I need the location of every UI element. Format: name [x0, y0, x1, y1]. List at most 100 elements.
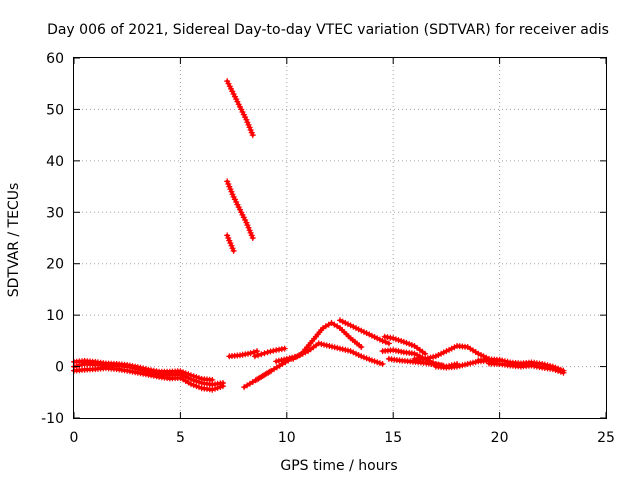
x-tick-label: 10 [278, 430, 296, 446]
data-point [358, 344, 365, 351]
data-point [363, 330, 370, 337]
data-point [315, 340, 322, 347]
y-tick-label: 50 [46, 102, 64, 118]
series-arc-16-19-5 [411, 343, 492, 362]
series-band-upper [71, 357, 216, 383]
data-point [376, 360, 383, 367]
data-point [368, 357, 375, 364]
data-point [247, 350, 254, 357]
data-point [209, 376, 216, 383]
data-point [376, 336, 383, 343]
data-point [560, 369, 567, 376]
series-arc-10-5-13-5 [290, 319, 365, 362]
data-point [270, 347, 277, 354]
data-point [254, 348, 261, 355]
data-point [337, 317, 343, 324]
series-steep-arc-a [224, 78, 256, 139]
axes: -10 0 10 20 30 40 50 60 0 5 10 15 20 25 [41, 51, 615, 446]
data-point [395, 337, 402, 344]
x-tick-label: 25 [597, 430, 615, 446]
series-short-segment-3 [251, 345, 288, 360]
series-arc-12-5-14-8 [337, 317, 392, 347]
data-point [177, 368, 184, 375]
data-point [249, 235, 256, 241]
data-point [448, 345, 455, 352]
data-point [355, 326, 362, 333]
data-point [137, 364, 144, 371]
data-point [230, 247, 237, 254]
data-point [275, 357, 282, 364]
data-point [379, 361, 386, 367]
data-point [435, 352, 442, 358]
data-point [475, 350, 482, 357]
data-point [422, 350, 429, 357]
data-point [382, 339, 389, 346]
data-point [440, 349, 447, 356]
data-point [321, 341, 327, 348]
y-tick-label: 10 [46, 308, 64, 324]
series-band-15-16-5 [381, 333, 429, 357]
data-point [261, 350, 268, 357]
data-point [249, 132, 256, 139]
data-point [385, 340, 392, 347]
data-point [190, 382, 197, 389]
data-point [360, 328, 367, 335]
data-point [217, 384, 224, 390]
data-point [234, 98, 241, 105]
data-point [267, 348, 274, 355]
data-point [557, 368, 564, 375]
data-point [347, 322, 354, 329]
data-point [214, 384, 221, 391]
y-tick-label: 60 [46, 51, 64, 67]
data-point [334, 344, 341, 351]
data-point [258, 351, 265, 358]
data-point [374, 335, 381, 342]
x-tick-label: 20 [491, 430, 509, 446]
data-point [350, 349, 357, 356]
data-point [379, 337, 386, 344]
data-point [422, 355, 429, 362]
data-point [219, 383, 226, 390]
data-point [555, 367, 562, 374]
data-point [196, 384, 202, 391]
data-point [408, 342, 415, 348]
data-point [355, 352, 362, 358]
data-point [342, 319, 349, 326]
plot-frame [73, 57, 607, 419]
grid [74, 58, 606, 418]
data-point [368, 332, 375, 339]
series-arc-10-14-5 [273, 340, 386, 367]
data-point [196, 375, 202, 381]
data-point [283, 355, 290, 362]
y-tick-label: 30 [46, 205, 64, 221]
data-point [427, 354, 434, 361]
data-point [188, 381, 194, 388]
y-tick-label: -10 [41, 411, 64, 427]
data-point [347, 348, 354, 355]
data-point [251, 353, 258, 360]
data-point [182, 370, 189, 377]
chart-title: Day 006 of 2021, Sidereal Day-to-day VTE… [47, 22, 609, 38]
data-point [400, 338, 407, 345]
y-tick-label: 40 [46, 154, 64, 170]
data-point [209, 386, 216, 393]
x-tick-label: 0 [70, 430, 79, 446]
data-point [390, 335, 397, 342]
data-point [350, 323, 357, 330]
data-point [443, 348, 450, 355]
data-point [264, 349, 271, 356]
data-point [225, 80, 232, 87]
data-point [329, 343, 335, 350]
data-point [190, 373, 197, 380]
data-point [281, 345, 288, 352]
series-steep-arc-c [224, 232, 237, 254]
y-tick-label: 0 [55, 360, 64, 376]
x-axis-label: GPS time / hours [280, 458, 397, 474]
data-point [250, 349, 257, 356]
data-point [403, 339, 410, 346]
x-tick-label: 15 [384, 430, 402, 446]
series-band-14-8-17 [385, 355, 446, 369]
series-tail-lower [486, 360, 567, 376]
data-series [71, 78, 567, 393]
